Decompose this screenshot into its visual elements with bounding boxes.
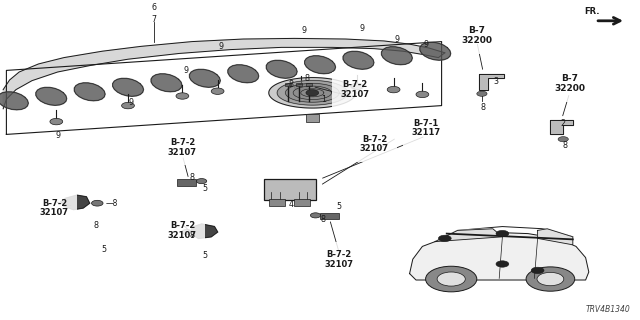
Text: 2: 2 xyxy=(561,119,566,128)
Polygon shape xyxy=(269,77,356,108)
Circle shape xyxy=(438,235,451,242)
Bar xyxy=(296,83,302,86)
Bar xyxy=(177,179,196,186)
Polygon shape xyxy=(305,56,335,74)
Polygon shape xyxy=(301,89,324,97)
Text: 5: 5 xyxy=(202,252,207,260)
Polygon shape xyxy=(228,65,259,83)
Polygon shape xyxy=(113,78,143,96)
Text: B-7-2
32107: B-7-2 32107 xyxy=(40,199,69,217)
Polygon shape xyxy=(343,51,374,69)
Text: 9: 9 xyxy=(129,98,134,107)
Polygon shape xyxy=(479,74,504,90)
Text: 9: 9 xyxy=(394,35,399,44)
Text: 5: 5 xyxy=(202,184,207,193)
Text: 4: 4 xyxy=(289,200,294,209)
Text: 6: 6 xyxy=(151,4,156,12)
Circle shape xyxy=(294,84,307,90)
Circle shape xyxy=(531,267,544,274)
Bar xyxy=(285,83,291,86)
Circle shape xyxy=(92,200,103,206)
Circle shape xyxy=(122,102,134,109)
Text: 8: 8 xyxy=(563,141,568,150)
Circle shape xyxy=(387,86,400,93)
Text: 9: 9 xyxy=(301,26,307,35)
Polygon shape xyxy=(550,120,573,134)
Polygon shape xyxy=(151,74,182,92)
Polygon shape xyxy=(285,84,339,102)
Polygon shape xyxy=(293,86,332,100)
Text: 8: 8 xyxy=(189,173,195,182)
Text: TRV4B1340: TRV4B1340 xyxy=(586,305,630,314)
Polygon shape xyxy=(0,92,28,110)
Text: 5: 5 xyxy=(102,245,107,254)
Bar xyxy=(269,199,285,206)
Circle shape xyxy=(526,267,575,291)
Text: 8: 8 xyxy=(289,80,294,89)
Circle shape xyxy=(426,266,477,292)
Circle shape xyxy=(182,229,192,235)
Text: 9: 9 xyxy=(183,66,188,75)
Circle shape xyxy=(416,91,429,98)
Text: 8: 8 xyxy=(321,215,326,224)
Circle shape xyxy=(496,261,509,267)
Circle shape xyxy=(496,230,509,237)
Text: 8: 8 xyxy=(93,221,99,230)
Text: —8: —8 xyxy=(106,199,118,208)
Text: 8: 8 xyxy=(305,74,310,83)
Text: 9: 9 xyxy=(423,40,428,49)
Text: B-7-2
32107: B-7-2 32107 xyxy=(168,138,197,156)
Text: B-7-2
32107: B-7-2 32107 xyxy=(168,221,197,240)
Circle shape xyxy=(211,88,224,94)
Circle shape xyxy=(306,90,319,96)
Polygon shape xyxy=(435,229,502,242)
Polygon shape xyxy=(191,224,218,238)
Circle shape xyxy=(176,93,189,99)
Text: 9: 9 xyxy=(55,132,60,140)
Text: 9: 9 xyxy=(218,42,223,51)
Circle shape xyxy=(558,137,568,142)
Bar xyxy=(320,213,339,219)
Text: 1: 1 xyxy=(321,95,326,104)
Polygon shape xyxy=(36,87,67,105)
Polygon shape xyxy=(538,229,573,245)
Text: 3: 3 xyxy=(493,77,499,86)
Polygon shape xyxy=(189,69,220,87)
Polygon shape xyxy=(61,195,90,210)
FancyBboxPatch shape xyxy=(264,179,316,200)
Text: 8: 8 xyxy=(189,231,195,240)
Polygon shape xyxy=(410,232,589,280)
Circle shape xyxy=(351,83,364,90)
Polygon shape xyxy=(3,38,445,109)
Text: B-7
32200: B-7 32200 xyxy=(554,74,585,92)
Circle shape xyxy=(537,272,564,286)
Circle shape xyxy=(437,272,465,286)
Text: B-7-1
32117: B-7-1 32117 xyxy=(411,119,440,137)
Text: 5: 5 xyxy=(337,202,342,211)
Bar xyxy=(306,114,319,122)
Polygon shape xyxy=(74,83,105,101)
Bar xyxy=(294,199,310,206)
Polygon shape xyxy=(381,47,412,65)
Text: B-7-2
32107: B-7-2 32107 xyxy=(340,80,370,99)
Circle shape xyxy=(196,179,207,184)
Bar xyxy=(306,83,312,86)
Text: 9: 9 xyxy=(359,24,364,33)
Polygon shape xyxy=(420,42,451,60)
Text: 7: 7 xyxy=(151,15,156,24)
Circle shape xyxy=(50,118,63,125)
Circle shape xyxy=(477,91,487,96)
Text: B-7
32200: B-7 32200 xyxy=(461,26,492,44)
Polygon shape xyxy=(277,81,348,105)
Polygon shape xyxy=(266,60,297,78)
Text: FR.: FR. xyxy=(584,7,600,16)
Text: 8: 8 xyxy=(481,103,486,112)
Circle shape xyxy=(310,213,321,218)
Text: B-7-2
32107: B-7-2 32107 xyxy=(360,135,389,153)
Text: B-7-2
32107: B-7-2 32107 xyxy=(324,250,354,268)
